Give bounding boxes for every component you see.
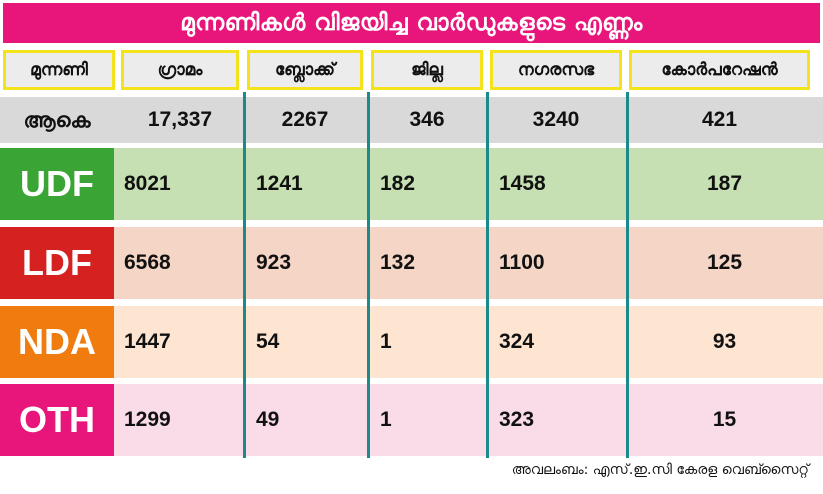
cell-district: 182: [380, 172, 416, 195]
column-divider: [626, 92, 629, 458]
column-divider: [486, 92, 489, 458]
cell-grama: 8021: [124, 172, 171, 195]
cell-grama: 1299: [124, 408, 171, 431]
cell-district: 132: [380, 251, 416, 274]
header-row: മുന്നണി ഗ്രാമം ബ്ലോക്ക് ജില്ല നഗരസഭ കോർപ…: [0, 46, 823, 94]
column-header-municipality: നഗരസഭ: [490, 50, 622, 90]
cell-block: 923: [256, 251, 292, 274]
party-label: LDF: [0, 227, 114, 299]
total-municipality: 3240: [532, 108, 580, 131]
source-note: അവലംബം: എസ്.ഇ.സി കേരള വെബ്സൈറ്റ്: [511, 462, 809, 478]
column-header-grama: ഗ്രാമം: [121, 50, 239, 90]
party-row-oth: OTH 1299 49 1 323 15: [0, 384, 823, 456]
total-district: 346: [409, 108, 445, 131]
total-label: ആകെ: [23, 107, 91, 132]
cell-municipality: 1100: [499, 251, 545, 274]
party-label: OTH: [0, 384, 114, 456]
party-row-udf: UDF 8021 1241 182 1458 187: [0, 148, 823, 220]
party-row-ldf: LDF 6568 923 132 1100 125: [0, 227, 823, 299]
cell-corporation: 15: [712, 408, 737, 431]
cell-municipality: 323: [499, 408, 535, 431]
column-divider: [243, 92, 246, 458]
total-corporation: 421: [701, 108, 738, 131]
table-title: മുന്നണികൾ വിജയിച്ച വാർഡുകളുടെ എണ്ണം: [3, 3, 820, 43]
total-row: ആകെ 17,337 2267 346 3240 421: [0, 97, 823, 143]
party-row-nda: NDA 1447 54 1 324 93: [0, 306, 823, 378]
cell-municipality: 324: [499, 330, 535, 353]
total-grama: 17,337: [147, 108, 213, 131]
cell-block: 1241: [256, 172, 303, 195]
total-block: 2267: [281, 108, 329, 131]
cell-corporation: 187: [706, 172, 743, 195]
cell-district: 1: [380, 408, 392, 431]
cell-district: 1: [380, 330, 392, 353]
column-header-front: മുന്നണി: [3, 50, 115, 90]
cell-corporation: 93: [712, 330, 737, 353]
cell-block: 49: [256, 408, 280, 431]
column-header-district: ജില്ല: [371, 50, 483, 90]
party-label: UDF: [0, 148, 114, 220]
cell-municipality: 1458: [499, 172, 546, 195]
party-label: NDA: [0, 306, 114, 378]
cell-corporation: 125: [706, 251, 743, 274]
cell-grama: 6568: [124, 251, 171, 274]
column-header-block: ബ്ലോക്ക്: [247, 50, 363, 90]
column-header-corporation: കോർപറേഷൻ: [629, 50, 810, 90]
cell-block: 54: [256, 330, 280, 353]
cell-grama: 1447: [124, 330, 171, 353]
column-divider: [367, 92, 370, 458]
